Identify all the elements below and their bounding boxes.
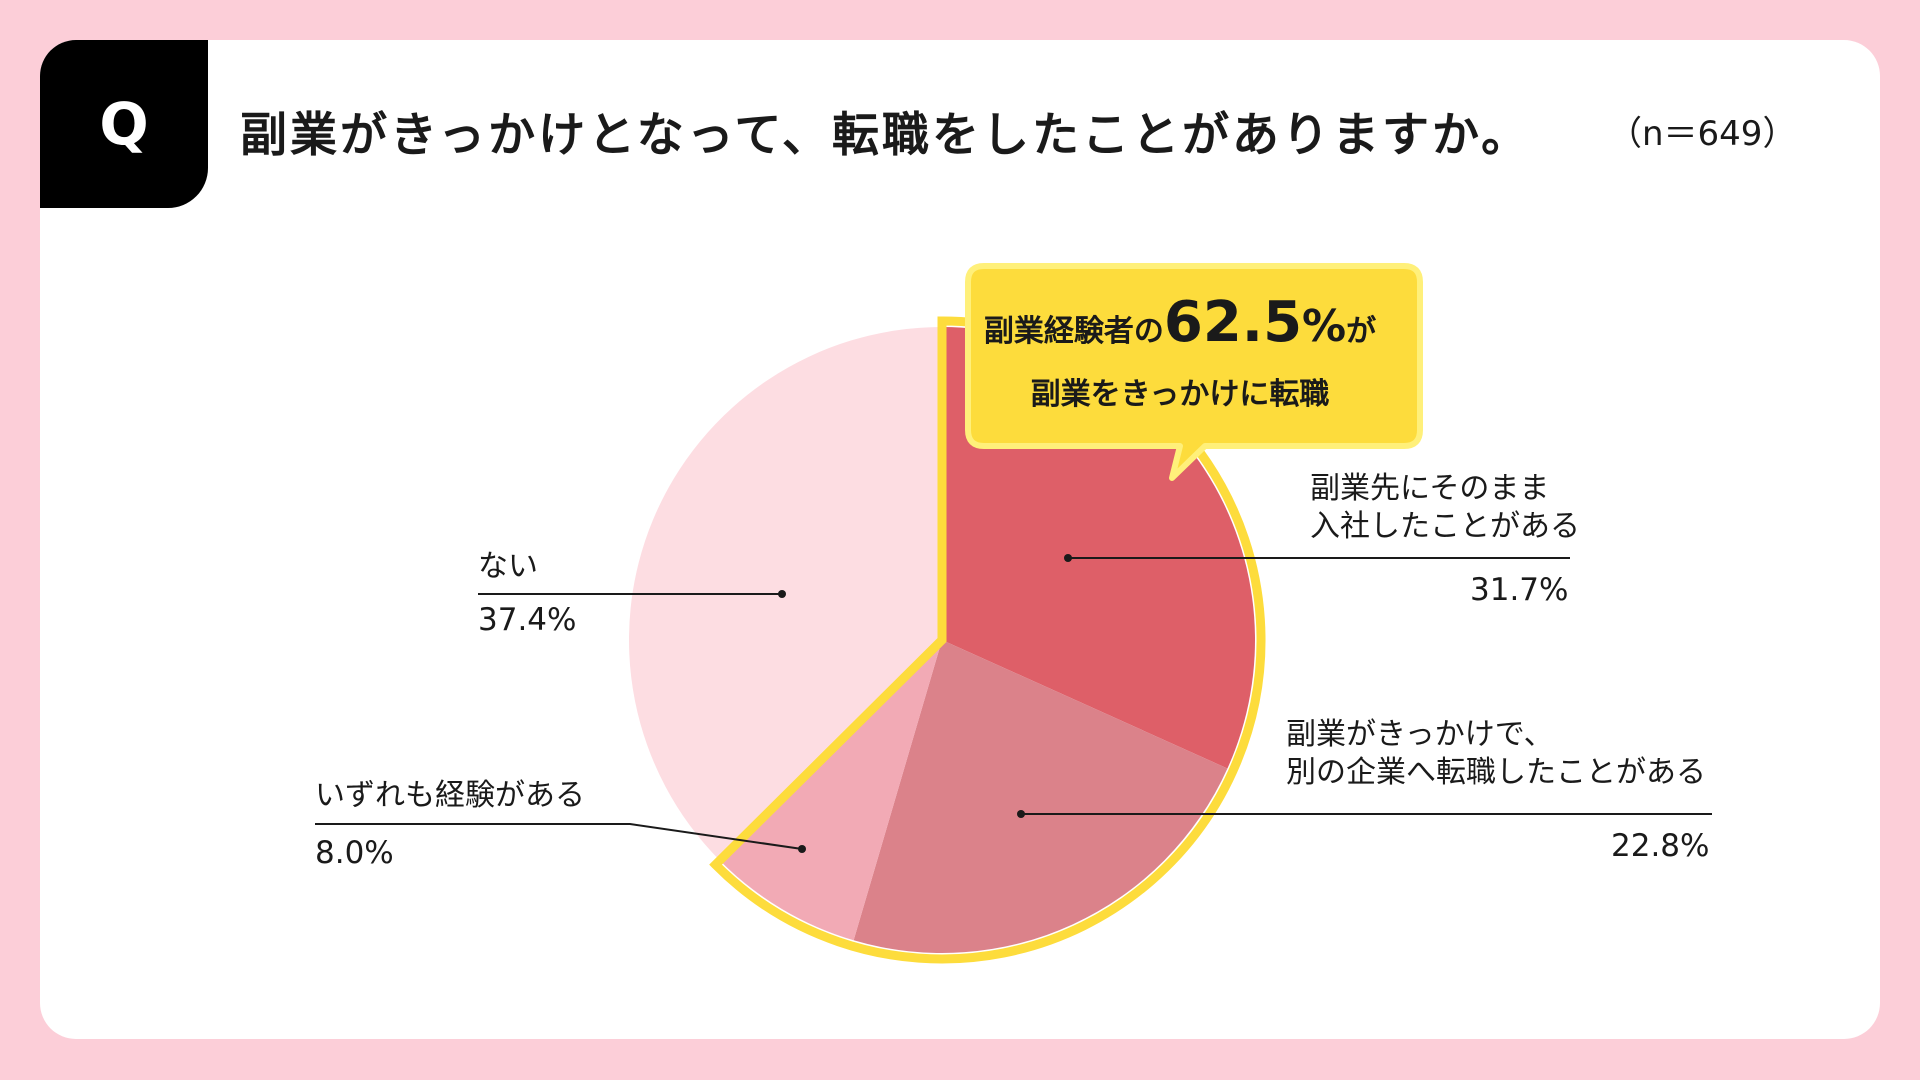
callout-prefix: 副業経験者の bbox=[983, 314, 1164, 349]
slice-label-1-line1: 副業先にそのまま bbox=[1310, 471, 1550, 506]
leader-dot-3 bbox=[798, 845, 806, 853]
question-text: 副業がきっかけとなって、転職をしたことがありますか。 bbox=[240, 108, 1532, 163]
callout-line2: 副業をきっかけに転職 bbox=[1030, 377, 1330, 412]
callout-bubble bbox=[965, 263, 1423, 481]
question-badge: Q bbox=[40, 40, 208, 208]
slice-label-2-line2: 別の企業へ転職したことがある bbox=[1286, 755, 1706, 790]
slice-label-1: 副業先にそのまま 入社したことがある bbox=[1310, 470, 1580, 546]
callout-line1: 副業経験者の62.5%が bbox=[960, 290, 1400, 355]
slice-both bbox=[719, 640, 942, 941]
callout-value: 62.5 bbox=[1163, 290, 1303, 355]
callout-suffix: が bbox=[1346, 314, 1377, 349]
slice-other-company bbox=[853, 640, 1228, 953]
leader-dot-2 bbox=[1017, 810, 1025, 818]
leader-dot-4 bbox=[778, 590, 786, 598]
callout-unit: % bbox=[1302, 301, 1347, 352]
slice-label-4: ない bbox=[478, 549, 538, 584]
slice-label-2: 副業がきっかけで、 別の企業へ転職したことがある bbox=[1286, 716, 1706, 792]
slice-value-1: 31.7% bbox=[1470, 572, 1569, 608]
slice-value-4: 37.4% bbox=[478, 602, 577, 638]
leader-line-3 bbox=[315, 823, 803, 850]
sample-size: （n＝649） bbox=[1608, 114, 1797, 154]
question-badge-label: Q bbox=[99, 90, 149, 158]
slice-label-2-line1: 副業がきっかけで、 bbox=[1286, 717, 1554, 752]
slice-label-3: いずれも経験がある bbox=[315, 778, 585, 813]
slice-value-2: 22.8% bbox=[1611, 828, 1710, 864]
leader-dot-1 bbox=[1064, 554, 1072, 562]
slice-label-1-line2: 入社したことがある bbox=[1310, 509, 1580, 544]
slice-value-3: 8.0% bbox=[315, 835, 394, 871]
